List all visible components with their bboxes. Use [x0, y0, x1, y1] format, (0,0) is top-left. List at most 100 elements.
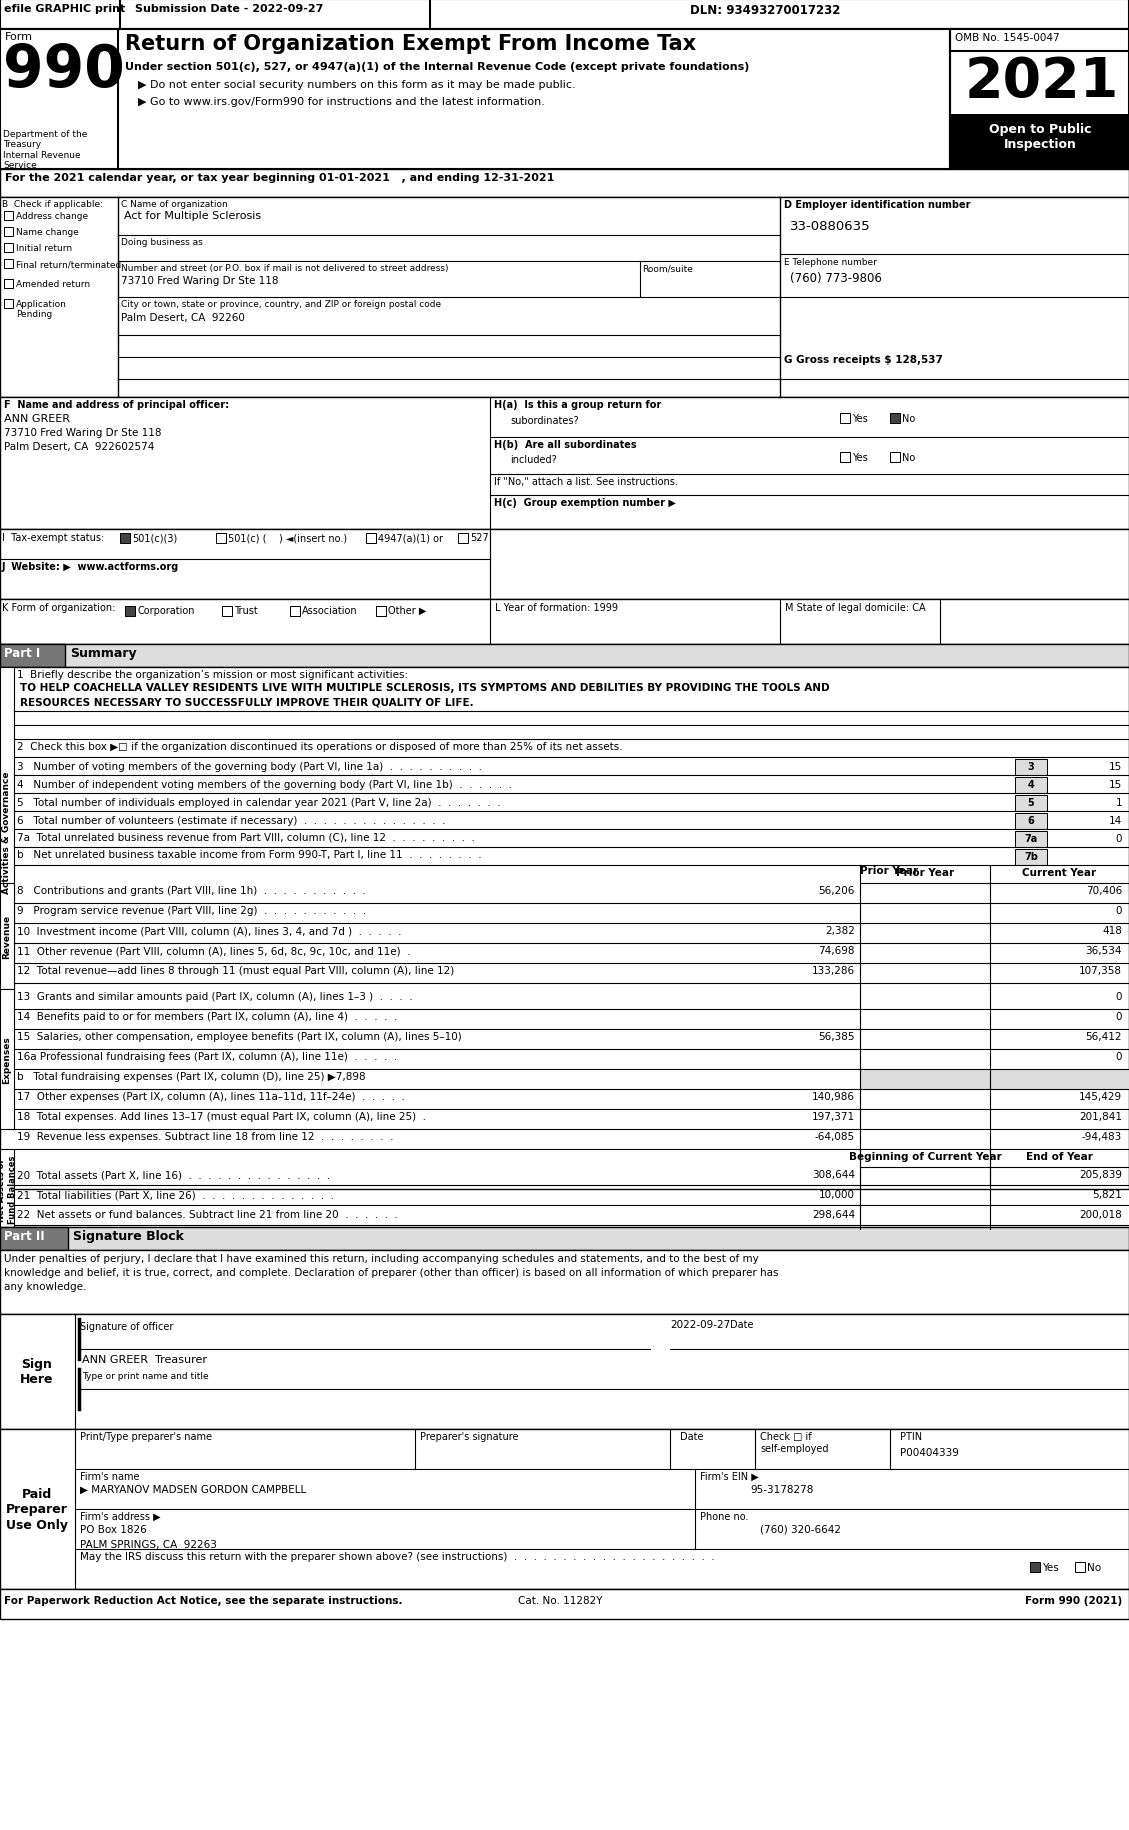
Text: I  Tax-exempt status:: I Tax-exempt status:	[2, 533, 104, 544]
Text: 4: 4	[1027, 780, 1034, 789]
Text: Submission Date - 2022-09-27: Submission Date - 2022-09-27	[135, 4, 323, 15]
Text: City or town, state or province, country, and ZIP or foreign postal code: City or town, state or province, country…	[121, 300, 441, 309]
Text: Revenue: Revenue	[2, 915, 11, 959]
Bar	[366, 534, 376, 544]
Text: D Employer identification number: D Employer identification number	[784, 199, 971, 210]
Text: Sign
Here: Sign Here	[20, 1358, 54, 1385]
Text: knowledge and belief, it is true, correct, and complete. Declaration of preparer: knowledge and belief, it is true, correc…	[5, 1268, 779, 1277]
Text: Cat. No. 11282Y: Cat. No. 11282Y	[518, 1596, 602, 1605]
Text: 418: 418	[1102, 926, 1122, 935]
Bar	[5, 300, 14, 309]
Text: Form 990 (2021): Form 990 (2021)	[1025, 1596, 1122, 1605]
Text: No: No	[1087, 1563, 1101, 1572]
Text: 15: 15	[1109, 761, 1122, 772]
Text: 10  Investment income (Part VIII, column (A), lines 3, 4, and 7d )  .  .  .  .  : 10 Investment income (Part VIII, column …	[17, 926, 402, 935]
Text: PO Box 1826: PO Box 1826	[80, 1524, 147, 1534]
Text: 56,206: 56,206	[819, 886, 855, 895]
Bar	[0, 990, 14, 1129]
Text: Phone no.: Phone no.	[700, 1512, 749, 1521]
Text: ANN GREER: ANN GREER	[5, 414, 70, 425]
Text: 7b: 7b	[1024, 851, 1038, 862]
Text: 56,385: 56,385	[819, 1032, 855, 1041]
Text: Firm's address ▶: Firm's address ▶	[80, 1512, 160, 1521]
Text: Beginning of Current Year: Beginning of Current Year	[849, 1151, 1001, 1162]
Bar	[0, 1228, 1129, 1250]
Text: 0: 0	[1115, 1052, 1122, 1061]
Text: ▶ Do not enter social security numbers on this form as it may be made public.: ▶ Do not enter social security numbers o…	[138, 81, 576, 90]
Text: 13  Grants and similar amounts paid (Part IX, column (A), lines 1–3 )  .  .  .  : 13 Grants and similar amounts paid (Part…	[17, 992, 412, 1001]
Text: 10,000: 10,000	[819, 1190, 855, 1199]
Text: For the 2021 calendar year, or tax year beginning 01-01-2021   , and ending 12-3: For the 2021 calendar year, or tax year …	[5, 172, 554, 183]
Text: 107,358: 107,358	[1079, 966, 1122, 975]
Bar	[890, 452, 900, 463]
Bar	[949, 115, 1129, 170]
Text: Prior Year: Prior Year	[896, 867, 954, 878]
Bar	[0, 668, 14, 997]
Text: b   Net unrelated business taxable income from Form 990-T, Part I, line 11  .  .: b Net unrelated business taxable income …	[17, 849, 482, 860]
Bar	[0, 0, 1129, 29]
Bar	[1015, 849, 1047, 866]
Text: J  Website: ▶  www.actforms.org: J Website: ▶ www.actforms.org	[2, 562, 180, 571]
Text: b   Total fundraising expenses (Part IX, column (D), line 25) ▶7,898: b Total fundraising expenses (Part IX, c…	[17, 1071, 366, 1082]
Text: 74,698: 74,698	[819, 946, 855, 955]
Text: ANN GREER  Treasurer: ANN GREER Treasurer	[82, 1354, 207, 1363]
Text: 15: 15	[1109, 780, 1122, 789]
Text: 2,382: 2,382	[825, 926, 855, 935]
Bar	[5, 243, 14, 253]
Bar	[458, 534, 469, 544]
Text: DLN: 93493270017232: DLN: 93493270017232	[690, 4, 840, 16]
Bar	[1030, 1563, 1040, 1572]
Text: 1: 1	[1115, 798, 1122, 807]
Bar	[0, 397, 1129, 529]
Text: Initial return: Initial return	[16, 243, 72, 253]
Text: Palm Desert, CA  922602574: Palm Desert, CA 922602574	[5, 441, 155, 452]
Text: Doing business as: Doing business as	[121, 238, 203, 247]
Text: 14  Benefits paid to or for members (Part IX, column (A), line 4)  .  .  .  .  .: 14 Benefits paid to or for members (Part…	[17, 1012, 397, 1021]
Bar	[5, 260, 14, 269]
Text: P00404339: P00404339	[900, 1448, 959, 1457]
Text: 197,371: 197,371	[812, 1111, 855, 1122]
Text: Amended return: Amended return	[16, 280, 90, 289]
Text: 11  Other revenue (Part VIII, column (A), lines 5, 6d, 8c, 9c, 10c, and 11e)  .: 11 Other revenue (Part VIII, column (A),…	[17, 946, 411, 955]
Bar	[0, 884, 14, 990]
Bar	[290, 608, 300, 617]
Text: 21  Total liabilities (Part X, line 26)  .  .  .  .  .  .  .  .  .  .  .  .  .  : 21 Total liabilities (Part X, line 26) .…	[17, 1190, 334, 1199]
Bar	[0, 1314, 1129, 1429]
Text: Department of the
Treasury
Internal Revenue
Service: Department of the Treasury Internal Reve…	[3, 130, 87, 170]
Bar	[0, 600, 1129, 644]
Text: 33-0880635: 33-0880635	[790, 220, 870, 232]
Text: Yes: Yes	[1042, 1563, 1059, 1572]
Text: Palm Desert, CA  92260: Palm Desert, CA 92260	[121, 313, 245, 322]
Text: 2021: 2021	[965, 55, 1119, 110]
Text: 200,018: 200,018	[1079, 1210, 1122, 1219]
Text: 73710 Fred Waring Dr Ste 118: 73710 Fred Waring Dr Ste 118	[5, 428, 161, 437]
Text: End of Year: End of Year	[1025, 1151, 1093, 1162]
Text: Room/suite: Room/suite	[642, 264, 693, 273]
Text: Name change: Name change	[16, 229, 79, 236]
Bar	[222, 608, 231, 617]
Text: Expenses: Expenses	[2, 1036, 11, 1083]
Bar	[0, 668, 1129, 1190]
Text: 140,986: 140,986	[812, 1091, 855, 1102]
Bar	[216, 534, 226, 544]
Text: No: No	[902, 414, 916, 425]
Bar	[890, 414, 900, 425]
Text: 73710 Fred Waring Dr Ste 118: 73710 Fred Waring Dr Ste 118	[121, 276, 279, 285]
Text: PTIN: PTIN	[900, 1431, 922, 1442]
Bar	[0, 1429, 1129, 1588]
Text: 308,644: 308,644	[812, 1169, 855, 1179]
Text: 7a: 7a	[1024, 833, 1038, 844]
Text: Current Year: Current Year	[1022, 867, 1096, 878]
Text: Return of Organization Exempt From Income Tax: Return of Organization Exempt From Incom…	[125, 35, 697, 53]
Text: Firm's name: Firm's name	[80, 1471, 140, 1480]
Text: C Name of organization: C Name of organization	[121, 199, 228, 209]
Text: Net Assets or
Fund Balances: Net Assets or Fund Balances	[0, 1155, 17, 1224]
Text: Yes: Yes	[852, 414, 868, 425]
Text: (760) 320-6642: (760) 320-6642	[760, 1524, 841, 1534]
Text: 0: 0	[1115, 833, 1122, 844]
Text: E Telephone number: E Telephone number	[784, 258, 877, 267]
Text: 2  Check this box ▶□ if the organization discontinued its operations or disposed: 2 Check this box ▶□ if the organization …	[17, 741, 622, 752]
Text: May the IRS discuss this return with the preparer shown above? (see instructions: May the IRS discuss this return with the…	[80, 1552, 715, 1561]
Text: 201,841: 201,841	[1079, 1111, 1122, 1122]
Text: H(a)  Is this a group return for: H(a) Is this a group return for	[495, 399, 662, 410]
